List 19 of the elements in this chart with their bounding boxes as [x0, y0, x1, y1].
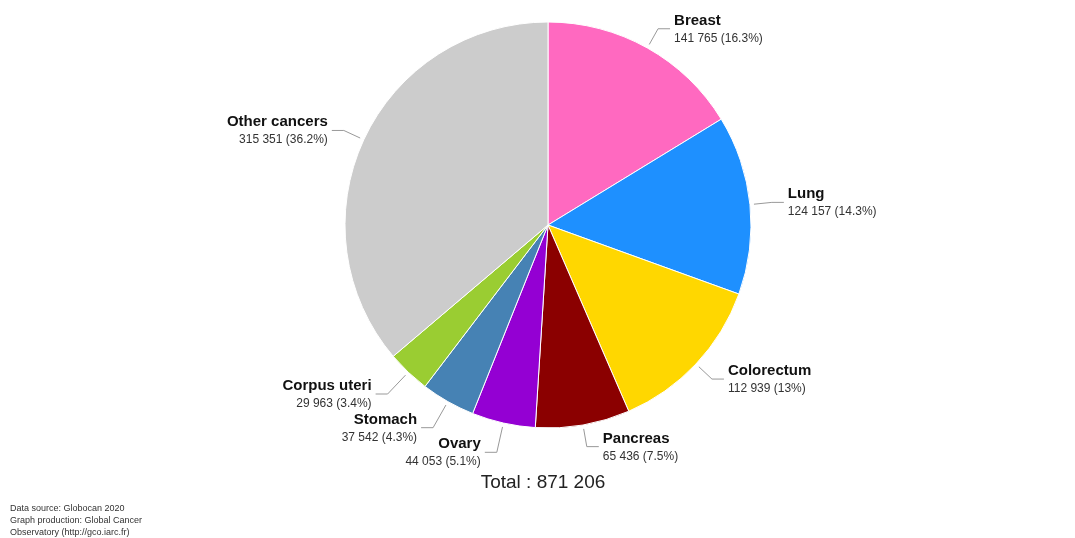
source-note: Data source: Globocan 2020 [10, 502, 126, 514]
text: Total : 871 206 [479, 471, 607, 493]
slice-label: Pancreas [602, 428, 670, 446]
data-label: 112 939 (13%) [727, 381, 806, 396]
data-label: 141 765 (16.3%) [674, 30, 763, 45]
slice-label: Stomach [353, 409, 418, 427]
data-label: 37 542 (4.3%) [341, 429, 418, 444]
data-label: 29 963 (3.4%) [296, 396, 372, 411]
text: Graph production: Global Cancer Observatory (http://gco.iarc.fr) [10, 514, 144, 538]
slice-label: Breast [674, 10, 721, 28]
data-label: 44 053 (5.1%) [405, 454, 481, 469]
slice-label: Other cancers [226, 112, 328, 130]
slice-label: Ovary [438, 434, 482, 452]
slice-label: Corpus uteri [282, 376, 372, 394]
slice-label: Colorectum [727, 361, 812, 379]
slice-label: Lung [787, 184, 825, 202]
data-label: 124 157 (14.3%) [787, 204, 877, 219]
data-label: 315 351 (36.2%) [239, 132, 328, 147]
data-label: 65 436 (7.5%) [602, 448, 679, 463]
